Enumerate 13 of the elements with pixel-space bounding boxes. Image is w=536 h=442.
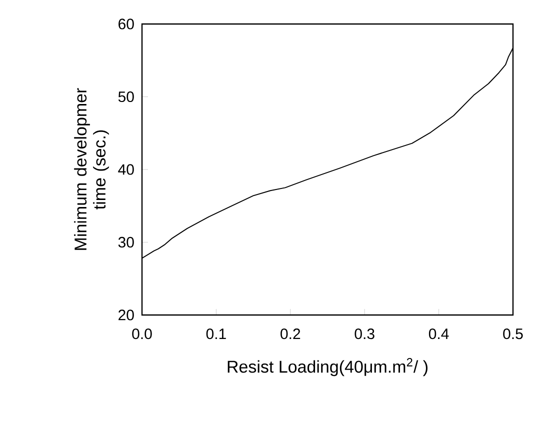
x-tick-label: 0.5	[503, 328, 523, 340]
x-tick-label: 0.0	[132, 328, 152, 340]
x-tick-label: 0.3	[354, 328, 374, 340]
x-axis-title: Resist Loading(40μm.m$^{2}$/ )	[228, 358, 428, 376]
y-tick-label: 50	[118, 91, 134, 102]
y-tick-label: 60	[118, 18, 134, 30]
x-tick-label: 0.2	[280, 328, 300, 340]
x-tick-label: 0.4	[428, 328, 449, 340]
y-axis-title: Minimum developmer time (sec.)	[74, 88, 109, 250]
y-tick-label: 40	[118, 164, 134, 175]
x-tick-label: 0.1	[206, 328, 226, 340]
y-tick-label: 30	[118, 236, 134, 248]
y-tick-label: 20	[118, 310, 134, 320]
